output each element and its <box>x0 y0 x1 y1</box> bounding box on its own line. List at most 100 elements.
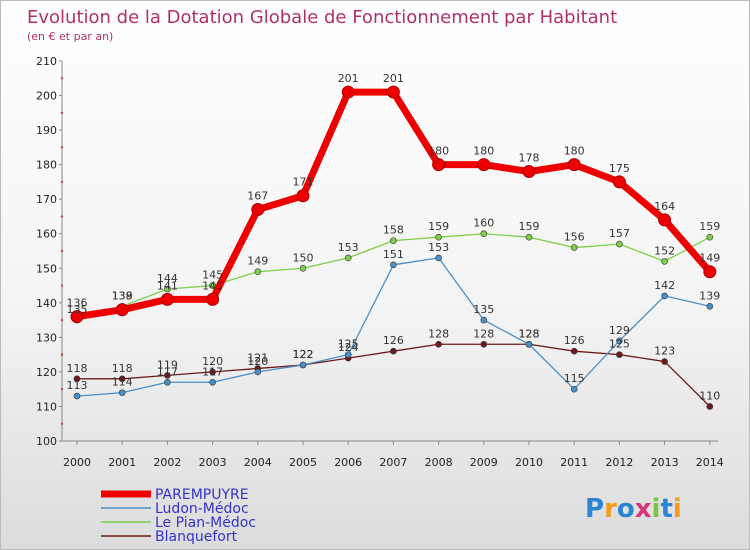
data-point-le-pian-medoc <box>435 233 442 241</box>
data-label-le-pian-medoc: 156 <box>564 231 585 244</box>
series-layer <box>70 85 717 410</box>
legend-label: PAREMPUYRE <box>155 487 249 503</box>
x-tick-label: 2013 <box>651 456 679 469</box>
data-point-ludon-medoc <box>164 378 171 386</box>
data-label-ludon-medoc: 115 <box>564 372 585 385</box>
data-point-ludon-medoc <box>661 292 668 300</box>
data-label-parempuyre: 141 <box>157 279 178 292</box>
data-point-blanquefort <box>73 375 81 383</box>
data-point-parempuyre <box>341 85 355 99</box>
data-point-ludon-medoc <box>616 337 623 345</box>
data-point-le-pian-medoc <box>299 264 307 272</box>
data-label-le-pian-medoc: 145 <box>202 269 223 282</box>
x-tick-label: 2012 <box>605 456 633 469</box>
data-label-blanquefort: 120 <box>202 355 223 368</box>
proxiti-logo: Proxiti <box>585 494 682 524</box>
data-label-le-pian-medoc: 135 <box>67 303 88 316</box>
logo-letter: P <box>585 494 604 524</box>
data-label-le-pian-medoc: 149 <box>247 255 268 268</box>
legend-label: Blanquefort <box>155 529 238 545</box>
data-label-ludon-medoc: 142 <box>654 279 675 292</box>
data-point-ludon-medoc <box>209 378 216 386</box>
data-point-ludon-medoc <box>299 361 307 369</box>
data-point-parempuyre <box>115 303 129 317</box>
data-label-blanquefort: 126 <box>383 334 404 347</box>
x-tick-label: 2011 <box>560 456 588 469</box>
y-tick-label: 140 <box>36 297 57 310</box>
y-tick-label: 130 <box>36 331 57 344</box>
data-point-parempuyre <box>703 265 717 279</box>
data-label-le-pian-medoc: 157 <box>609 227 630 240</box>
data-point-le-pian-medoc <box>661 258 668 265</box>
data-point-le-pian-medoc <box>616 240 623 248</box>
data-point-parempuyre <box>477 158 491 172</box>
x-tick-label: 2004 <box>244 456 272 469</box>
data-label-parempuyre: 149 <box>699 252 720 265</box>
data-point-parempuyre <box>296 189 310 203</box>
data-point-ludon-medoc <box>706 302 714 310</box>
y-tick-label: 180 <box>36 159 57 172</box>
data-point-parempuyre <box>658 213 672 227</box>
y-minor-tick <box>60 422 64 425</box>
data-point-blanquefort <box>118 375 126 383</box>
data-point-parempuyre <box>432 158 446 172</box>
y-minor-tick <box>60 111 64 115</box>
legend-label: Le Pian-Médoc <box>155 515 256 531</box>
data-label-blanquefort: 125 <box>609 338 630 351</box>
logo-letter: x <box>635 494 652 524</box>
data-label-le-pian-medoc: 159 <box>428 220 449 233</box>
x-tick-label: 2010 <box>515 456 543 469</box>
data-label-ludon-medoc: 117 <box>202 365 223 378</box>
data-point-le-pian-medoc <box>390 237 397 244</box>
y-tick-label: 150 <box>36 262 57 275</box>
data-label-le-pian-medoc: 159 <box>699 220 720 233</box>
chart-title: Evolution de la Dotation Globale de Fonc… <box>27 7 617 28</box>
data-label-blanquefort: 118 <box>67 362 88 375</box>
data-point-ludon-medoc <box>390 261 397 269</box>
x-tick-label: 2007 <box>379 456 407 469</box>
data-label-parempuyre: 175 <box>609 162 630 175</box>
y-tick-label: 120 <box>36 366 57 379</box>
data-label-ludon-medoc: 129 <box>609 324 630 337</box>
legend-label: Ludon-Médoc <box>155 501 249 517</box>
data-label-parempuyre: 201 <box>383 72 404 85</box>
data-point-le-pian-medoc <box>570 244 578 251</box>
y-minor-tick <box>60 353 64 356</box>
data-label-ludon-medoc: 117 <box>157 365 178 378</box>
data-label-parempuyre: 141 <box>202 279 223 292</box>
x-tick-label: 2008 <box>425 456 453 469</box>
data-label-parempuyre: 138 <box>112 290 133 303</box>
y-tick-label: 170 <box>36 193 57 206</box>
data-label-ludon-medoc: 120 <box>247 355 268 368</box>
data-label-blanquefort: 124 <box>338 341 359 354</box>
data-label-parempuyre: 171 <box>293 176 314 189</box>
data-label-blanquefort: 122 <box>293 348 314 361</box>
y-tick-label: 100 <box>36 435 57 448</box>
data-point-blanquefort <box>661 358 668 365</box>
data-label-ludon-medoc: 151 <box>383 248 404 261</box>
data-point-ludon-medoc <box>480 316 488 324</box>
data-label-blanquefort: 123 <box>654 345 675 358</box>
data-label-ludon-medoc: 122 <box>293 348 314 361</box>
logo-letter: o <box>617 494 635 524</box>
data-label-ludon-medoc: 139 <box>699 289 720 302</box>
y-tick-label: 160 <box>36 228 57 241</box>
data-point-blanquefort <box>616 351 623 358</box>
logo-letter: t <box>660 494 672 524</box>
y-minor-tick <box>60 284 64 287</box>
data-point-le-pian-medoc <box>525 233 533 241</box>
x-tick-label: 2000 <box>63 456 91 469</box>
logo-text: Proxiti <box>585 494 682 524</box>
data-label-blanquefort: 128 <box>519 327 540 340</box>
x-tick-label: 2003 <box>199 456 227 469</box>
x-tick-label: 2001 <box>108 456 136 469</box>
data-point-blanquefort <box>706 403 714 410</box>
data-label-parempuyre: 167 <box>247 190 268 203</box>
data-point-ludon-medoc <box>435 254 442 262</box>
y-minor-tick <box>60 249 64 253</box>
data-label-parempuyre: 164 <box>654 200 675 213</box>
